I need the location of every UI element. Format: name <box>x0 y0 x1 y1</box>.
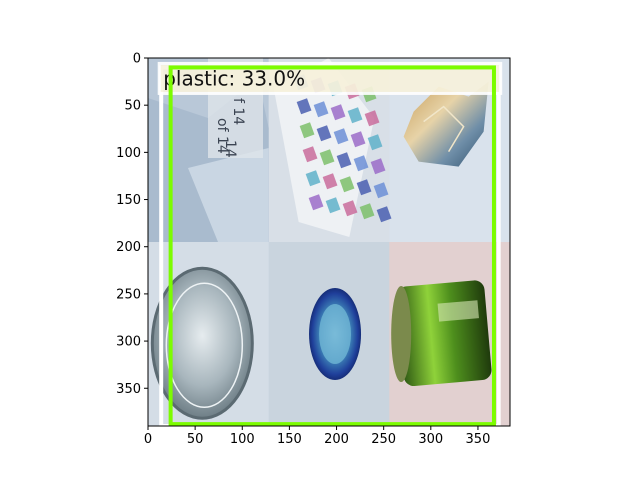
paper-text: 14 <box>222 140 238 158</box>
paper-text: of 14 <box>214 118 230 154</box>
printed-swatch <box>316 125 332 142</box>
printed-swatch <box>330 104 346 121</box>
y-tick-label: 250 <box>116 287 141 302</box>
paper-sheet <box>188 148 269 242</box>
printed-swatch <box>342 200 358 217</box>
foil-piece <box>403 81 489 167</box>
can-label <box>437 300 479 322</box>
printed-swatch <box>376 206 392 223</box>
y-tick-label: 150 <box>116 193 141 208</box>
printed-swatch <box>347 107 363 124</box>
printed-swatch <box>325 197 341 214</box>
y-tick-label: 350 <box>116 382 141 397</box>
y-tick-label: 50 <box>124 99 141 114</box>
detection-label: plastic: 33.0% <box>163 66 305 90</box>
printed-swatch <box>353 155 369 172</box>
x-tick-label: 100 <box>230 432 255 447</box>
x-tick-label: 150 <box>277 432 302 447</box>
x-tick-label: 350 <box>466 432 491 447</box>
can-end <box>391 286 412 382</box>
detection-boxes: plastic: 33.0% <box>157 61 503 429</box>
x-tick-label: 0 <box>144 432 152 447</box>
printed-swatch <box>359 203 375 220</box>
y-tick-label: 300 <box>116 335 141 350</box>
printed-swatch <box>299 122 315 139</box>
printed-swatch <box>364 110 380 127</box>
y-tick-label: 100 <box>116 146 141 161</box>
printed-swatch <box>367 134 383 151</box>
printed-swatch <box>322 173 338 190</box>
cap-center <box>319 304 352 364</box>
printed-swatch <box>302 146 318 163</box>
y-tick-label: 200 <box>116 240 141 255</box>
x-tick-label: 300 <box>418 432 443 447</box>
y-axis-ticks: 0 50 100 150 200 250 300 350 <box>116 52 148 397</box>
printed-swatch <box>319 149 335 166</box>
printed-swatch <box>336 152 352 169</box>
printed-swatch <box>350 131 366 148</box>
lid-body <box>150 266 254 420</box>
x-tick-label: 50 <box>187 432 204 447</box>
printed-swatch <box>339 176 355 193</box>
lid-rim <box>165 282 244 408</box>
x-tick-label: 250 <box>371 432 396 447</box>
paper-text: f 14 <box>230 98 246 125</box>
printed-swatch <box>305 170 321 187</box>
printed-swatch <box>370 158 386 175</box>
detection-box <box>168 65 496 427</box>
detection-1 <box>168 65 496 427</box>
printed-swatch <box>373 182 389 199</box>
printed-swatch <box>356 179 372 196</box>
printed-swatch <box>308 194 324 211</box>
x-axis-ticks: 0 50 100 150 200 250 300 350 <box>144 426 491 447</box>
printed-swatch <box>296 98 312 115</box>
axes-frame <box>147 57 511 427</box>
printed-swatch <box>333 128 349 145</box>
foil-crease <box>423 105 465 152</box>
y-tick-label: 0 <box>133 52 141 67</box>
printed-swatch <box>313 101 329 118</box>
x-tick-label: 200 <box>324 432 349 447</box>
